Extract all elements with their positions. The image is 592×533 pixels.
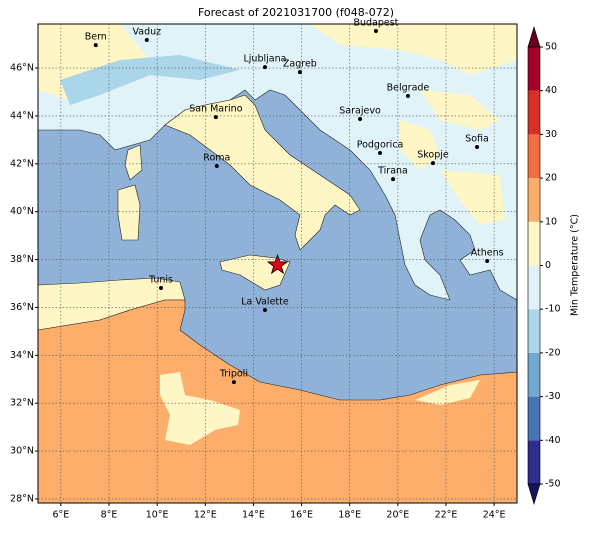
x-tick-label: 12°E [194, 510, 217, 521]
city-label: Belgrade [387, 83, 430, 94]
city-label: Tirana [377, 166, 408, 177]
colorbar-tick-label: 10 [545, 216, 557, 227]
city-dot [144, 38, 149, 43]
colorbar-tick-label: -40 [545, 435, 561, 446]
colorbar-tick-label: -10 [545, 304, 561, 315]
y-tick-label: 46°N [10, 63, 34, 74]
city-label: Roma [203, 152, 230, 163]
location-star [266, 253, 289, 275]
city-label: Tripoli [219, 369, 248, 380]
sardinia [117, 184, 141, 241]
city-label: Sofia [465, 134, 489, 145]
colorbar-band [528, 396, 540, 441]
city-dot [475, 145, 480, 150]
colorbar-tick-label: 40 [545, 85, 557, 96]
city-dot [231, 380, 236, 385]
colorbar-band [528, 265, 540, 310]
corsica [124, 144, 143, 181]
chart-title: Forecast of 2021031700 (f048-072) [198, 6, 394, 19]
city-dot [391, 177, 396, 182]
y-tick-label: 40°N [10, 206, 34, 217]
x-tick-label: 18°E [338, 510, 361, 521]
y-tick-label: 38°N [10, 254, 34, 265]
city-label: Budapest [353, 17, 398, 28]
y-tick-label: 44°N [10, 110, 34, 121]
colorbar-tick-label: 50 [545, 42, 557, 53]
colorbar-under [527, 483, 541, 506]
city-dot [214, 163, 219, 168]
city-label: Tunis [148, 275, 173, 286]
x-tick-label: 20°E [386, 510, 409, 521]
colorbar-tick-label: -50 [545, 479, 561, 490]
y-tick-label: 34°N [10, 350, 34, 361]
city-dot [485, 258, 490, 263]
y-tick-label: 32°N [10, 398, 34, 409]
city-dot [262, 308, 267, 313]
x-tick-label: 22°E [435, 510, 458, 521]
colorbar-tick-label: -30 [545, 391, 561, 402]
city-label: San Marino [189, 104, 242, 115]
colorbar-band [528, 352, 540, 397]
x-tick-label: 24°E [483, 510, 506, 521]
warm-patch [160, 372, 480, 445]
x-tick-label: 16°E [290, 510, 313, 521]
city-label: Skopje [417, 150, 449, 161]
city-dot [373, 28, 378, 33]
city-label: Bern [85, 32, 107, 43]
city-label: Vaduz [132, 27, 161, 38]
city-dot [378, 151, 383, 156]
city-label: Podgorica [357, 140, 404, 151]
city-dot [158, 286, 163, 291]
colorbar-label: Min Temperature (°C) [570, 214, 581, 316]
colorbar-tick-label: 30 [545, 129, 557, 140]
city-label: Zagreb [283, 59, 317, 70]
city-dot [358, 117, 363, 122]
city-dot [213, 115, 218, 120]
alps [60, 55, 240, 105]
city-dot [405, 94, 410, 99]
city-dot [262, 65, 267, 70]
colorbar-tick-label: 0 [545, 260, 551, 271]
colorbar-band [528, 134, 540, 179]
y-tick-label: 42°N [10, 158, 34, 169]
colorbar-band [528, 440, 540, 484]
colorbar-band [528, 309, 540, 353]
city-label: Ljubljana [244, 54, 287, 65]
x-tick-label: 6°E [52, 510, 69, 521]
x-tick-label: 14°E [242, 510, 265, 521]
city-dot [93, 43, 98, 48]
colorbar-tick-label: -20 [545, 347, 561, 358]
x-tick-label: 10°E [146, 510, 169, 521]
y-tick-label: 36°N [10, 302, 34, 313]
y-tick-label: 30°N [10, 446, 34, 457]
city-label: Sarajevo [339, 106, 381, 117]
city-dot [297, 70, 302, 75]
city-label: Athens [471, 247, 504, 258]
city-label: La Valette [241, 297, 289, 308]
colorbar-band [528, 178, 540, 222]
africa [38, 299, 517, 503]
y-tick-label: 28°N [10, 493, 34, 504]
map-frame [37, 23, 518, 504]
italy [164, 94, 361, 251]
colorbar-band [528, 90, 540, 135]
colorbar-over [527, 25, 541, 48]
colorbar-band [528, 221, 540, 266]
colorbar-band [528, 47, 540, 91]
colorbar-tick-label: 20 [545, 173, 557, 184]
city-dot [430, 161, 435, 166]
warm-patch [38, 24, 517, 225]
x-tick-label: 8°E [101, 510, 118, 521]
